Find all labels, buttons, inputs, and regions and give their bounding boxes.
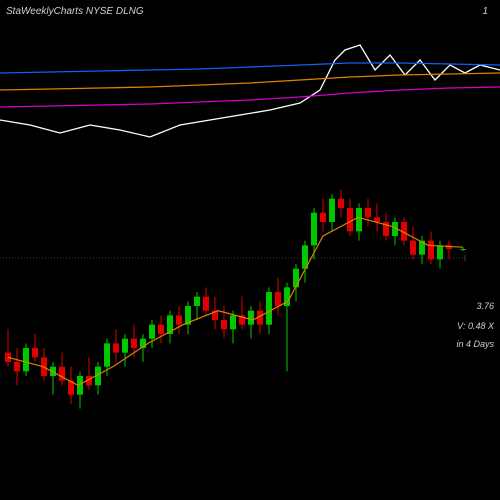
indicator-chart — [0, 25, 500, 155]
header-right-label: 1 — [482, 6, 488, 17]
candlestick-chart — [0, 180, 500, 460]
indicator-panel — [0, 25, 500, 155]
price-panel — [0, 180, 500, 460]
chart-title: StaWeeklyCharts NYSE DLNG — [6, 6, 144, 17]
